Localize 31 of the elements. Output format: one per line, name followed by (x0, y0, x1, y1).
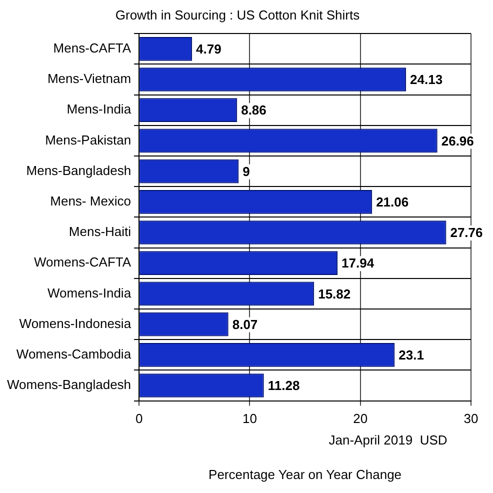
x-tick-label: 20 (353, 411, 368, 426)
y-tick-label: Mens- Mexico (50, 193, 132, 208)
data-label: 8.07 (232, 316, 258, 332)
x-tick-label: 0 (135, 411, 143, 426)
data-label: 27.76 (450, 225, 483, 240)
data-label: 8.86 (241, 102, 266, 118)
text: Jan-April 2019 USD (328, 432, 448, 448)
data-label: 15.82 (318, 286, 351, 302)
data-label: 26.96 (441, 133, 474, 148)
x-axis-title: Percentage Year on Year Change (208, 466, 402, 482)
y-tick-label: Womens-CAFTA (34, 254, 132, 270)
data-label: 11.28 (268, 378, 300, 394)
y-tick-label: Mens-Bangladesh (26, 162, 132, 178)
x-tick-label: 30 (464, 411, 478, 426)
y-tick-label: Mens-India (66, 102, 132, 117)
y-tick-label: Mens-Haiti (68, 224, 132, 240)
x-tick-label: 10 (242, 411, 257, 426)
data-label: 24.13 (410, 72, 443, 88)
data-label: 23.1 (398, 347, 424, 362)
y-tick-label: Mens-Pakistan (45, 132, 132, 148)
data-label: 9 (242, 164, 250, 179)
data-label: 4.79 (196, 41, 222, 56)
y-tick-label: Womens-India (47, 285, 132, 300)
y-tick-label: Womens-Indonesia (19, 316, 132, 331)
y-tick-label: Mens-Vietnam (47, 71, 132, 86)
data-label: 21.06 (376, 194, 409, 210)
y-tick-label: Womens-Cambodia (16, 346, 132, 362)
y-tick-label: Mens-CAFTA (53, 40, 132, 56)
data-label: 17.94 (342, 256, 375, 271)
chart-title: Growth in Sourcing : US Cotton Knit Shirts (115, 7, 360, 22)
y-tick-label: Womens-Bangladesh (6, 377, 132, 392)
